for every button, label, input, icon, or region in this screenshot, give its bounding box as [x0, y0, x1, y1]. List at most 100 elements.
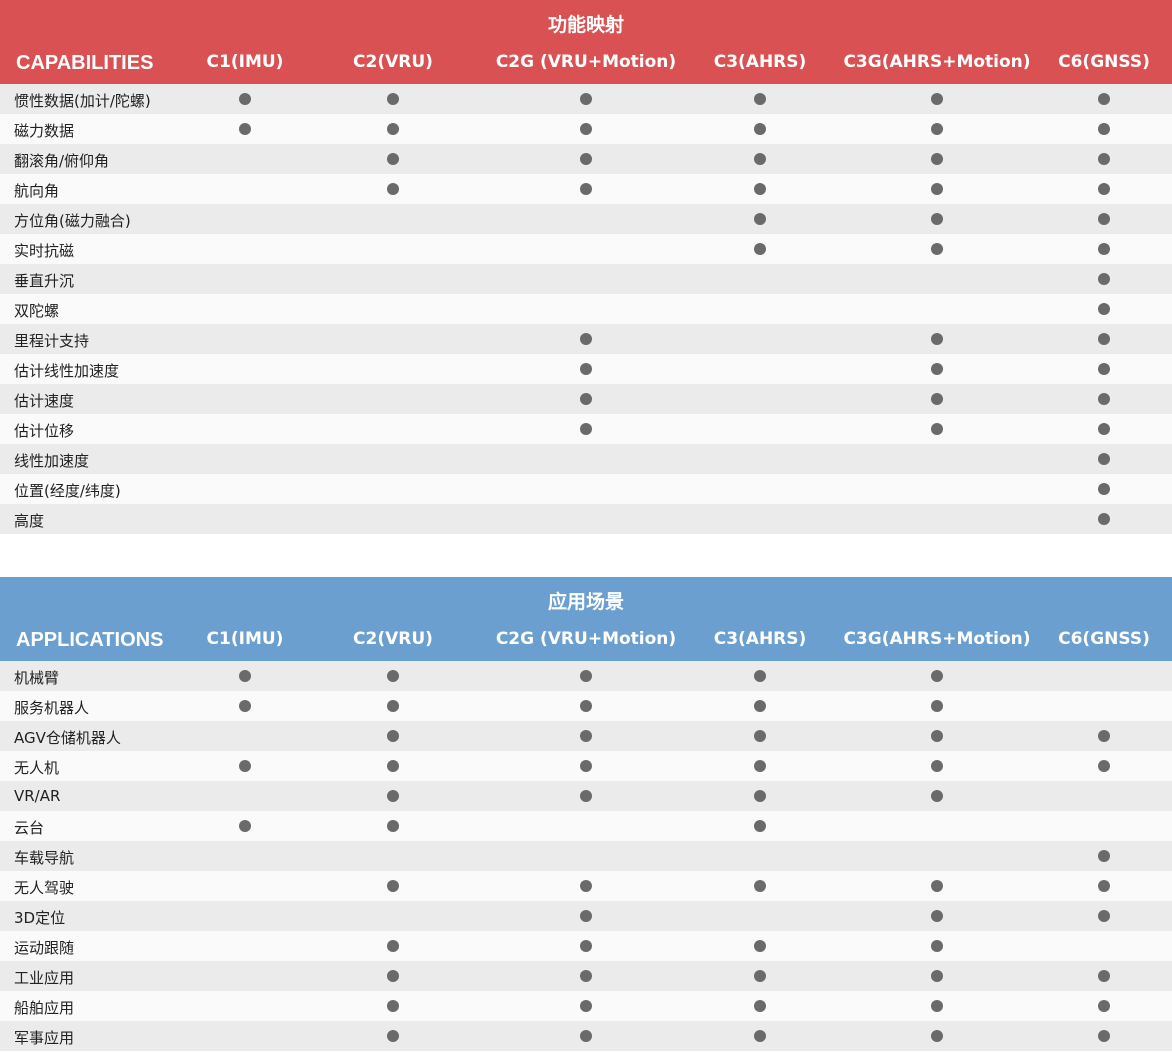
support-dot-icon [387, 880, 399, 892]
table-row: 服务机器人 [0, 691, 1172, 721]
support-dot-icon [580, 93, 592, 105]
support-dot-icon [754, 1030, 766, 1042]
row-label: 机械臂 [14, 669, 60, 687]
table-row: 工业应用 [0, 961, 1172, 991]
section-title: 应用场景 [547, 591, 624, 613]
column-header: C2G (VRU+Motion) [495, 52, 677, 72]
table-row: 惯性数据(加计/陀螺) [0, 84, 1172, 114]
corner-label: APPLICATIONS [16, 629, 164, 651]
support-dot-icon [580, 760, 592, 772]
row-label: 双陀螺 [14, 302, 60, 320]
table-row: 航向角 [0, 174, 1172, 204]
row-label: 军事应用 [14, 1029, 75, 1047]
support-dot-icon [931, 1030, 943, 1042]
support-dot-icon [1098, 93, 1110, 105]
support-dot-icon [754, 820, 766, 832]
support-dot-icon [1098, 1000, 1110, 1012]
column-header: C2(VRU) [353, 629, 433, 649]
column-header: C3(AHRS) [713, 629, 807, 649]
support-dot-icon [580, 423, 592, 435]
support-dot-icon [387, 700, 399, 712]
column-header: C6(GNSS) [1058, 52, 1150, 72]
table-row: 3D定位 [0, 901, 1172, 931]
row-label: 磁力数据 [14, 122, 75, 140]
support-dot-icon [931, 790, 943, 802]
row-label: 位置(经度/纬度) [14, 482, 121, 500]
table-row: 线性加速度 [0, 444, 1172, 474]
support-dot-icon [754, 670, 766, 682]
support-dot-icon [580, 1000, 592, 1012]
table-row: 船舶应用 [0, 991, 1172, 1021]
support-dot-icon [1098, 393, 1110, 405]
column-header: C6(GNSS) [1058, 629, 1150, 649]
support-dot-icon [580, 363, 592, 375]
support-dot-icon [931, 123, 943, 135]
support-dot-icon [754, 760, 766, 772]
row-label: 运动跟随 [14, 939, 75, 957]
support-dot-icon [931, 940, 943, 952]
support-dot-icon [387, 1000, 399, 1012]
support-dot-icon [580, 730, 592, 742]
support-dot-icon [1098, 453, 1110, 465]
support-dot-icon [580, 880, 592, 892]
support-dot-icon [1098, 423, 1110, 435]
support-dot-icon [387, 820, 399, 832]
table-row: 位置(经度/纬度) [0, 474, 1172, 504]
support-dot-icon [754, 213, 766, 225]
row-label: 3D定位 [14, 909, 66, 927]
support-dot-icon [580, 910, 592, 922]
support-dot-icon [754, 93, 766, 105]
support-dot-icon [931, 183, 943, 195]
support-dot-icon [239, 93, 251, 105]
support-dot-icon [580, 1030, 592, 1042]
support-dot-icon [754, 730, 766, 742]
support-dot-icon [239, 700, 251, 712]
row-label: 无人机 [14, 759, 60, 777]
column-header: C3G(AHRS+Motion) [843, 52, 1031, 72]
support-dot-icon [387, 940, 399, 952]
support-dot-icon [387, 790, 399, 802]
support-dot-icon [754, 153, 766, 165]
support-dot-icon [1098, 760, 1110, 772]
support-dot-icon [580, 700, 592, 712]
support-dot-icon [580, 790, 592, 802]
support-dot-icon [387, 183, 399, 195]
row-label: 航向角 [14, 182, 60, 200]
support-dot-icon [387, 730, 399, 742]
support-dot-icon [1098, 730, 1110, 742]
support-dot-icon [931, 730, 943, 742]
support-dot-icon [931, 243, 943, 255]
column-header: C3(AHRS) [713, 52, 807, 72]
row-label: 翻滚角/俯仰角 [14, 152, 110, 170]
table-row: 云台 [0, 811, 1172, 841]
table-row: 无人机 [0, 751, 1172, 781]
table-row: 运动跟随 [0, 931, 1172, 961]
row-label: 方位角(磁力融合) [14, 212, 131, 230]
row-label: 实时抗磁 [14, 242, 75, 260]
row-label: 无人驾驶 [14, 879, 75, 897]
support-dot-icon [580, 393, 592, 405]
column-header: C2(VRU) [353, 52, 433, 72]
support-dot-icon [1098, 850, 1110, 862]
support-dot-icon [754, 940, 766, 952]
table-row: 军事应用 [0, 1021, 1172, 1051]
column-header: C2G (VRU+Motion) [495, 629, 677, 649]
table-row: 机械臂 [0, 661, 1172, 691]
applications-table: 应用场景 APPLICATIONS C1(IMU) C2(VRU) C2G (VRU+M… [0, 577, 1172, 1051]
support-dot-icon [239, 760, 251, 772]
support-dot-icon [580, 940, 592, 952]
support-dot-icon [931, 423, 943, 435]
support-dot-icon [387, 93, 399, 105]
support-dot-icon [754, 970, 766, 982]
table-row: 磁力数据 [0, 114, 1172, 144]
support-dot-icon [580, 183, 592, 195]
support-dot-icon [754, 183, 766, 195]
support-dot-icon [754, 1000, 766, 1012]
row-label: AGV仓储机器人 [14, 729, 121, 747]
support-dot-icon [1098, 213, 1110, 225]
support-dot-icon [754, 123, 766, 135]
table-row: 估计速度 [0, 384, 1172, 414]
support-dot-icon [1098, 183, 1110, 195]
support-dot-icon [931, 700, 943, 712]
support-dot-icon [580, 153, 592, 165]
